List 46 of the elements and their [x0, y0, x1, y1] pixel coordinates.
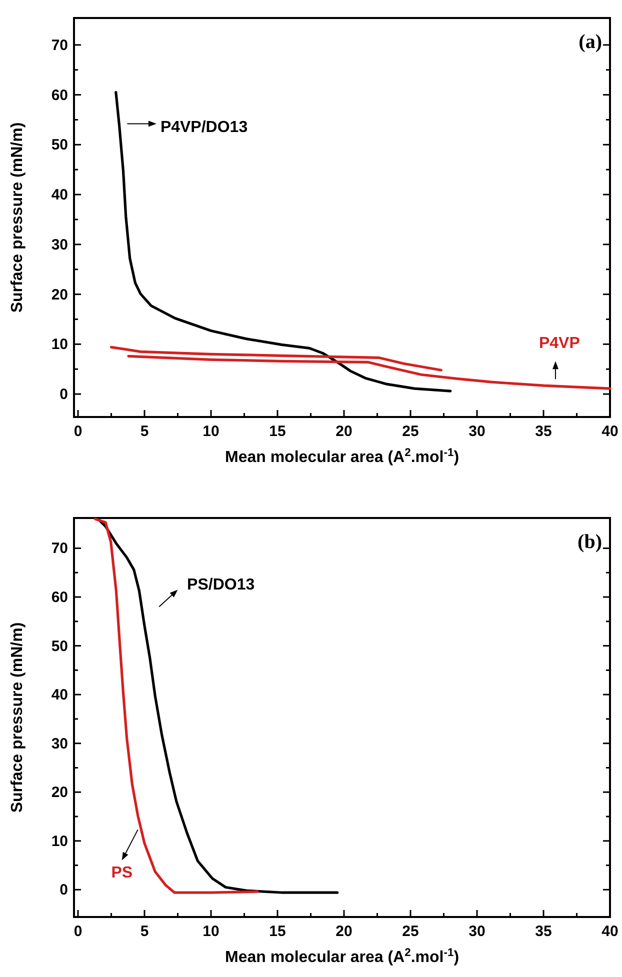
y-tick-label: 70 — [51, 540, 68, 558]
x-tick-label: 5 — [140, 423, 149, 440]
x-tick-label: 25 — [402, 923, 419, 940]
x-tick-label: 25 — [402, 423, 419, 440]
x-tick-label: 35 — [535, 423, 552, 440]
x-axis-title: Mean molecular area (A$^{2}$.mol$^{-1}$) — [224, 447, 460, 466]
x-tick-label: 40 — [602, 923, 618, 940]
text: P4VP — [539, 335, 580, 352]
x-tick-label: 10 — [202, 923, 220, 940]
line-series — [94, 518, 259, 894]
line-series — [114, 91, 452, 392]
x-tick-label: 35 — [535, 923, 552, 940]
y-tick-label: 10 — [51, 832, 68, 850]
text: (b) — [578, 531, 602, 553]
x-tick-label: 20 — [336, 923, 352, 940]
y-tick-label: 0 — [60, 882, 68, 899]
x-axis-title: Mean molecular area (A$^{2}$.mol$^{-1}$) — [224, 947, 460, 966]
legend-label: P4VP/DO13 — [160, 119, 248, 136]
x-tick-label: 30 — [468, 423, 486, 440]
y-tick-label: 20 — [51, 286, 68, 304]
y-axis-title: Surface pressure (mN/m) — [9, 122, 26, 313]
text: (a) — [578, 31, 602, 53]
x-tick-label: 15 — [269, 923, 286, 940]
x-tick-label: 0 — [74, 923, 82, 940]
x-tick-label: 0 — [74, 423, 82, 440]
x-tick-label: 15 — [269, 423, 286, 440]
y-tick-label: 40 — [51, 186, 68, 204]
y-tick-label: 30 — [51, 735, 68, 752]
y-tick-label: 20 — [51, 784, 68, 802]
y-tick-label: 30 — [51, 236, 68, 254]
y-axis-title: Surface pressure (mN/m) — [9, 622, 26, 813]
y-tick-label: 60 — [51, 589, 68, 606]
legend-label: PS/DO13 — [187, 576, 255, 594]
y-tick-label: 0 — [60, 386, 68, 404]
y-tick-label: 60 — [51, 86, 68, 104]
x-tick-label: 40 — [602, 423, 618, 440]
x-tick-label: 20 — [336, 423, 352, 440]
y-tick-label: 50 — [51, 638, 68, 655]
y-tick-label: 70 — [51, 36, 68, 54]
x-tick-label: 10 — [202, 423, 220, 440]
series-label: PS — [111, 864, 133, 882]
y-tick-label: 50 — [51, 136, 68, 154]
y-tick-label: 10 — [51, 336, 68, 354]
x-tick-label: 30 — [468, 923, 486, 940]
x-tick-label: 5 — [140, 923, 149, 940]
y-tick-label: 40 — [51, 686, 68, 704]
